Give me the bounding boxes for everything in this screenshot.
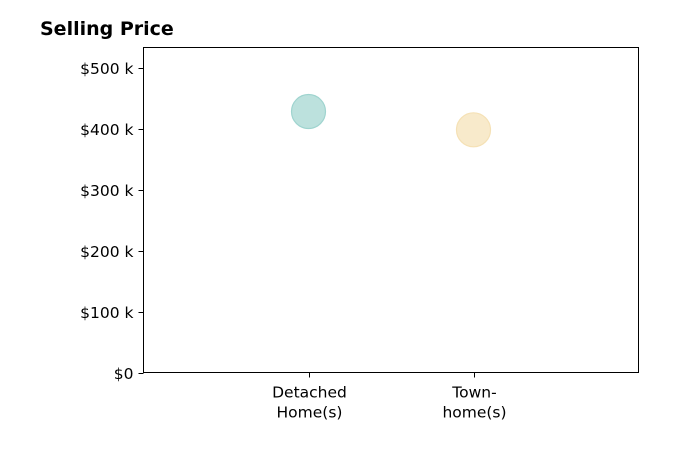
x-tick-label: Detached (272, 384, 347, 402)
y-tick-label: $500 k (80, 60, 133, 78)
plot-area-frame (143, 47, 639, 373)
y-axis: $0 $100 k $200 k $300 k $400 k $500 k (80, 60, 144, 383)
x-tick-label: Home(s) (277, 404, 343, 422)
data-point (455, 112, 492, 148)
y-tick-label: $400 k (80, 121, 133, 139)
data-points (290, 93, 492, 148)
y-tick-label: $100 k (80, 304, 133, 322)
y-tick-label: $300 k (80, 182, 133, 200)
x-tick-label: home(s) (442, 404, 506, 422)
y-tick-label: $0 (114, 365, 134, 383)
data-point (290, 93, 327, 130)
x-axis: Detached Home(s) Town-home(s) (272, 372, 507, 422)
x-tick-label: Town- (451, 384, 496, 402)
y-tick-label: $200 k (80, 243, 133, 261)
chart-title: Selling Price (40, 18, 174, 40)
